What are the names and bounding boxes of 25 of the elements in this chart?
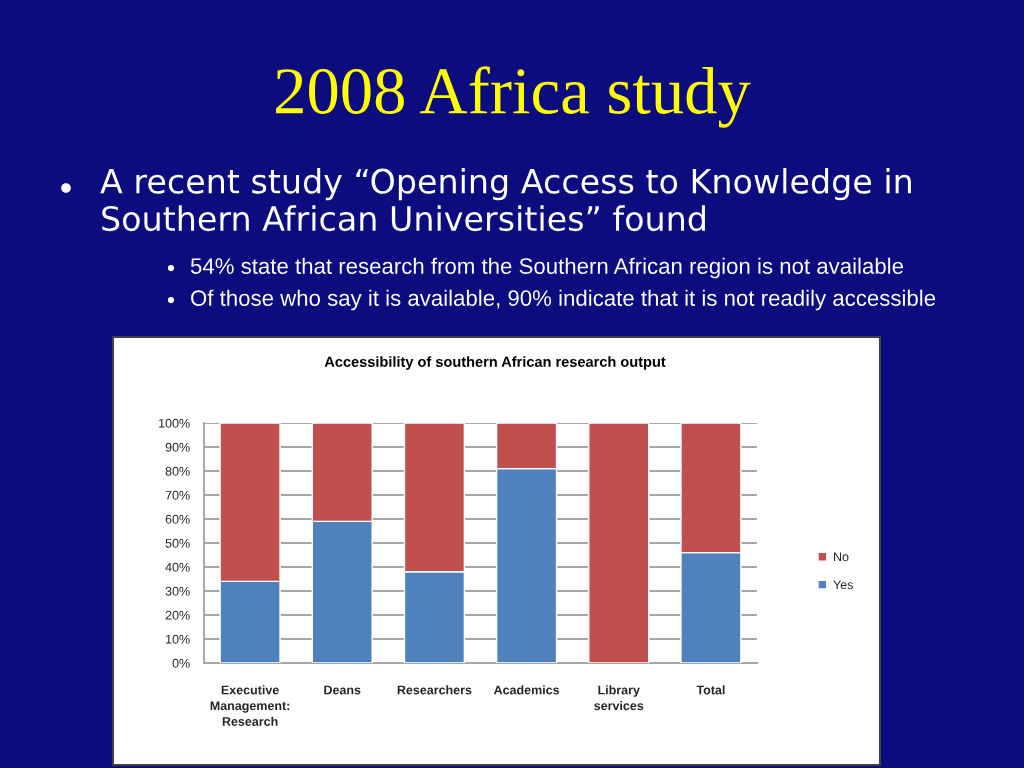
x-tick-label: Deans: [324, 685, 361, 695]
y-tick-label: 10%: [166, 634, 190, 644]
text: Of those who say it is available, 90% indicate that it is not readily accessible: [191, 289, 936, 311]
y-tick-label: 20%: [165, 610, 190, 620]
x-tick-label: Academics: [493, 685, 560, 695]
text: 54% state that research from the Southern African region is not available: [190, 257, 903, 279]
x-tick-label: Executive Management: Research: [210, 685, 290, 726]
x-tick-label: Researchers: [397, 685, 472, 695]
chart-subtitle: Accessibility of southern African research output: [324, 356, 666, 370]
y-tick-label: 50%: [165, 538, 190, 548]
y-tick-label: 80%: [165, 466, 190, 476]
bar: [588, 423, 650, 663]
text: A recent study “Opening Access to Knowledge in Southern African Universities” found: [100, 168, 911, 232]
legend-label: No: [834, 552, 849, 562]
x-tick-label: Total: [696, 685, 725, 695]
x-tick-label: Library services: [594, 685, 644, 711]
legend-label: Yes: [833, 580, 853, 590]
y-tick-label: 70%: [165, 490, 190, 500]
y-tick-label: 40%: [165, 562, 190, 572]
y-tick-label: 60%: [165, 514, 190, 524]
y-tick-label: 90%: [165, 442, 190, 452]
y-tick-label: 100%: [159, 418, 190, 428]
chart-title: 2008 Africa study: [276, 66, 751, 128]
y-tick-label: 0%: [172, 658, 190, 668]
y-tick-label: 30%: [165, 586, 190, 596]
